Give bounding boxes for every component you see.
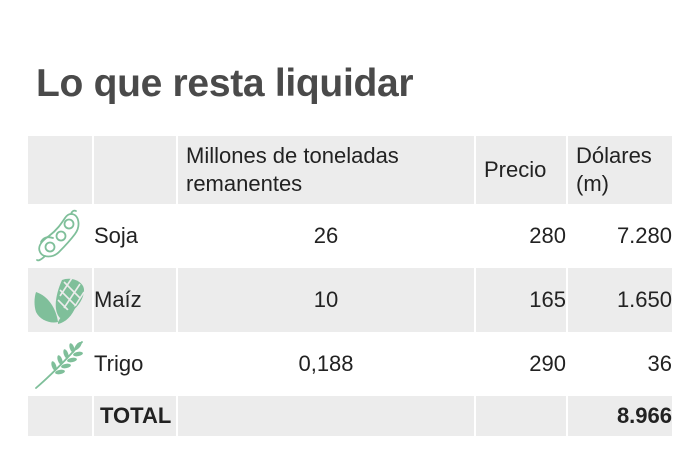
table-header: Millones de toneladas remanentes Precio … [28, 136, 672, 204]
header-price: Precio [476, 136, 568, 204]
total-price-cell [476, 396, 568, 436]
table-total-row: TOTAL 8.966 [28, 396, 672, 436]
row-tons: 0,188 [178, 332, 476, 396]
row-tons: 26 [178, 204, 476, 268]
row-name: Soja [94, 204, 178, 268]
header-tons: Millones de toneladas remanentes [178, 136, 476, 204]
row-name: Trigo [94, 332, 178, 396]
row-name: Maíz [94, 268, 178, 332]
row-icon-cell [28, 332, 94, 396]
row-usd: 7.280 [568, 204, 672, 268]
total-usd: 8.966 [568, 396, 672, 436]
total-label: TOTAL [94, 396, 178, 436]
soybean-icon [28, 208, 92, 264]
row-price: 290 [476, 332, 568, 396]
header-name-cell [94, 136, 178, 204]
page-title: Lo que resta liquidar [36, 62, 414, 105]
row-price: 165 [476, 268, 568, 332]
table-row-maiz: Maíz 10 165 1.650 [28, 268, 672, 332]
table-row-soja: Soja 26 280 7.280 [28, 204, 672, 268]
data-table: Millones de toneladas remanentes Precio … [28, 136, 672, 436]
corn-icon [28, 272, 92, 328]
wheat-icon [28, 336, 92, 392]
row-price: 280 [476, 204, 568, 268]
row-usd: 1.650 [568, 268, 672, 332]
row-tons: 10 [178, 268, 476, 332]
total-icon-cell [28, 396, 94, 436]
table-row-trigo: Trigo 0,188 290 36 [28, 332, 672, 396]
row-icon-cell [28, 204, 94, 268]
total-tons-cell [178, 396, 476, 436]
header-usd: Dólares (m) [568, 136, 672, 204]
header-icon-cell [28, 136, 94, 204]
row-usd: 36 [568, 332, 672, 396]
row-icon-cell [28, 268, 94, 332]
